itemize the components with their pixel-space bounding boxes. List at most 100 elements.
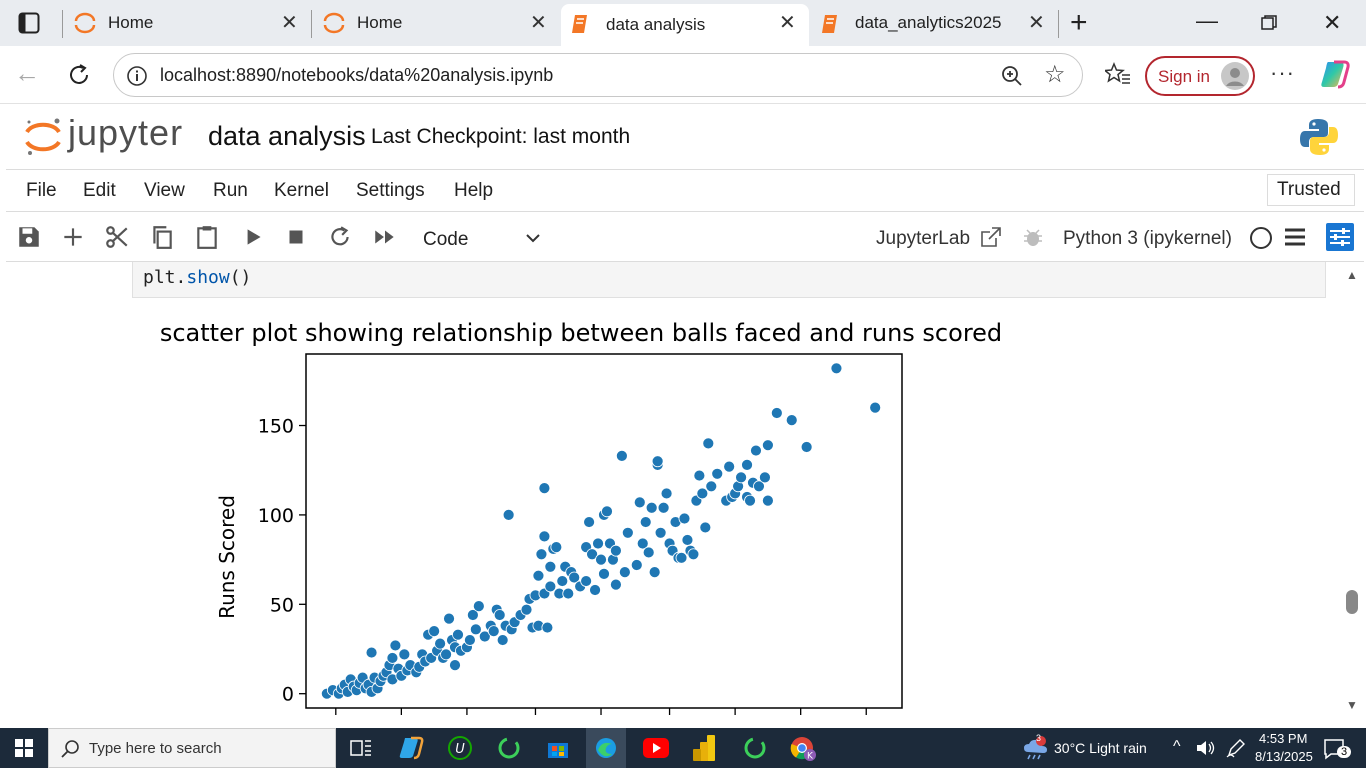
jupyter-logo-icon[interactable]: [24, 116, 64, 158]
code-line[interactable]: plt.show(): [143, 267, 251, 288]
jupyterlab-link[interactable]: JupyterLab: [876, 228, 971, 249]
stop-icon[interactable]: [283, 224, 309, 250]
paste-icon[interactable]: [194, 224, 220, 250]
address-bar: ← localhost:8890/notebooks/data%20analys…: [0, 46, 1366, 104]
scatter-point: [443, 612, 455, 625]
taskbar-search[interactable]: Type here to search: [48, 728, 336, 768]
chevron-up-icon[interactable]: ^: [1173, 738, 1181, 755]
url-text[interactable]: localhost:8890/notebooks/data%20analysis…: [160, 65, 554, 85]
favorite-star-icon[interactable]: ☆: [1044, 61, 1066, 88]
copilot-taskbar-icon[interactable]: [398, 736, 424, 760]
kernel-name[interactable]: Python 3 (ipykernel): [1063, 228, 1232, 249]
close-window-icon[interactable]: ✕: [1323, 10, 1342, 35]
store-icon[interactable]: [546, 736, 570, 760]
clock-time[interactable]: 4:53 PM: [1259, 731, 1308, 746]
notebook-icon: [572, 15, 587, 33]
back-icon[interactable]: ←: [14, 58, 40, 88]
scatter-point: [654, 526, 667, 539]
scatter-point: [630, 559, 643, 571]
weather-icon[interactable]: [1022, 736, 1050, 760]
restore-icon[interactable]: [1261, 15, 1277, 31]
scroll-thumb[interactable]: [1346, 590, 1358, 614]
scatter-point: [469, 623, 482, 636]
new-tab-icon[interactable]: +: [1070, 6, 1088, 39]
notification-icon[interactable]: [1323, 738, 1347, 760]
restart-icon[interactable]: [327, 224, 353, 250]
menu-view[interactable]: View: [144, 180, 185, 201]
scatter-point: [618, 566, 631, 579]
refresh-icon[interactable]: [66, 62, 92, 88]
trusted-button[interactable]: Trusted: [1267, 174, 1355, 206]
sign-in-button[interactable]: Sign in: [1145, 56, 1255, 96]
scatter-point: [434, 637, 447, 650]
scatter-point: [365, 646, 378, 659]
volume-icon[interactable]: [1196, 740, 1216, 756]
scroll-up-icon[interactable]: ▲: [1346, 268, 1358, 282]
menu-edit[interactable]: Edit: [83, 180, 116, 201]
notebook-title[interactable]: data analysis: [208, 121, 366, 151]
minimize-icon[interactable]: —: [1196, 8, 1218, 33]
chrome-icon[interactable]: K: [790, 736, 818, 762]
close-icon[interactable]: ✕: [281, 12, 298, 34]
app-ring-2-icon[interactable]: [742, 736, 768, 760]
tab-home-1[interactable]: Home ✕: [63, 0, 311, 46]
external-link-icon[interactable]: [980, 226, 1002, 248]
last-checkpoint: Last Checkpoint: last month: [371, 125, 631, 148]
menu-file[interactable]: File: [26, 180, 57, 201]
menu-run[interactable]: Run: [213, 180, 248, 201]
youtube-icon[interactable]: [643, 738, 669, 758]
code-cell[interactable]: plt.show(): [132, 262, 1326, 298]
scatter-point: [389, 639, 402, 652]
menu-bar: File Edit View Run Kernel Settings Help …: [6, 170, 1364, 212]
notebook-scrollbar[interactable]: ▲ ▼: [1340, 262, 1364, 724]
edge-taskbar-button[interactable]: [586, 728, 626, 768]
clock-date[interactable]: 8/13/2025: [1255, 749, 1313, 764]
cell-type-select[interactable]: Code: [411, 220, 551, 254]
scatter-point: [386, 652, 399, 664]
copilot-icon[interactable]: [1318, 58, 1352, 90]
scatter-point: [830, 362, 843, 375]
tab-actions-icon[interactable]: [18, 12, 40, 34]
app-ring-icon[interactable]: [496, 736, 522, 760]
scatter-point: [621, 526, 634, 539]
copy-icon[interactable]: [149, 224, 175, 250]
scatter-point: [440, 648, 452, 661]
close-icon[interactable]: ✕: [779, 12, 796, 34]
powerbi-icon[interactable]: [693, 735, 717, 761]
menu-help[interactable]: Help: [454, 180, 494, 201]
scatter-point: [639, 516, 652, 528]
fast-forward-icon[interactable]: [372, 224, 398, 250]
weather-text[interactable]: 30°C Light rain: [1054, 740, 1147, 756]
scroll-down-icon[interactable]: ▼: [1346, 698, 1358, 712]
task-view-icon[interactable]: [350, 738, 372, 758]
scatter-point: [586, 548, 598, 561]
menu-kernel[interactable]: Kernel: [274, 180, 329, 201]
info-icon[interactable]: [126, 65, 148, 87]
run-icon[interactable]: [240, 224, 266, 250]
cut-icon[interactable]: [104, 224, 130, 250]
property-inspector-button[interactable]: [1326, 223, 1354, 251]
windows-start-icon[interactable]: [15, 739, 33, 757]
menu-settings[interactable]: Settings: [356, 180, 425, 201]
save-icon[interactable]: [16, 224, 42, 250]
url-bar[interactable]: localhost:8890/notebooks/data%20analysis…: [113, 53, 1083, 97]
scatter-point: [678, 512, 691, 525]
debugger-icon[interactable]: [1022, 226, 1044, 248]
zoom-icon[interactable]: [1000, 64, 1024, 88]
tab-data-analysis[interactable]: data analysis ✕: [561, 4, 809, 46]
tab-home-2[interactable]: Home ✕: [312, 0, 560, 46]
add-cell-icon[interactable]: [60, 224, 86, 250]
pen-icon[interactable]: [1226, 738, 1246, 758]
scatter-point: [589, 584, 601, 596]
upwork-icon[interactable]: U: [448, 736, 472, 760]
tab-data-analytics2025[interactable]: data_analytics2025 ✕: [810, 0, 1058, 46]
scatter-point: [675, 551, 688, 564]
close-icon[interactable]: ✕: [530, 12, 547, 34]
menu-lines-icon[interactable]: [1283, 227, 1307, 247]
favorites-icon[interactable]: [1105, 62, 1131, 86]
close-icon[interactable]: ✕: [1028, 12, 1045, 34]
scatter-point: [452, 628, 464, 641]
jupyter-icon: [323, 12, 345, 34]
scatter-point: [693, 469, 706, 482]
more-options-icon[interactable]: ···: [1270, 60, 1295, 85]
